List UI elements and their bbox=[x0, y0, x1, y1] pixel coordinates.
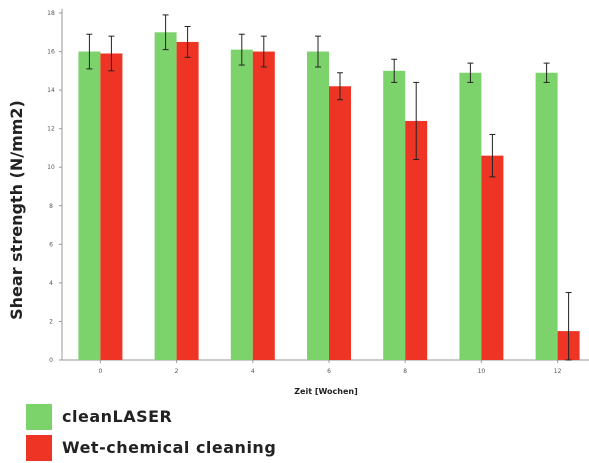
bar-wet-chemical bbox=[405, 120, 428, 360]
legend-swatch-wet-chemical bbox=[26, 434, 52, 461]
bar-cleanlaser bbox=[230, 49, 253, 360]
bar-cleanlaser bbox=[154, 32, 177, 361]
y-axis-label: Shear strength (N/mm2) bbox=[7, 100, 26, 320]
bar-wet-chemical bbox=[481, 155, 504, 360]
y-tick-label: 0 bbox=[49, 357, 53, 364]
legend-item-wet-chemical: Wet-chemical cleaning bbox=[26, 432, 276, 463]
x-tick-label: 2 bbox=[175, 368, 179, 375]
bar-wet-chemical bbox=[176, 41, 199, 361]
x-tick-label: 12 bbox=[554, 368, 562, 375]
y-tick-label: 14 bbox=[47, 87, 55, 94]
legend-swatch-cleanlaser bbox=[26, 403, 52, 430]
y-tick-label: 16 bbox=[47, 49, 55, 56]
y-tick-label: 12 bbox=[47, 126, 55, 133]
x-tick-label: 6 bbox=[327, 368, 331, 375]
bar-wet-chemical bbox=[252, 51, 275, 361]
bar-wet-chemical bbox=[329, 86, 351, 360]
x-tick-label: 0 bbox=[98, 368, 102, 375]
bar-cleanlaser bbox=[459, 72, 482, 360]
y-tick-label: 6 bbox=[49, 241, 53, 248]
y-tick-label: 2 bbox=[49, 318, 53, 325]
x-tick-label: 10 bbox=[478, 368, 486, 375]
legend-item-cleanlaser: cleanLASER bbox=[26, 401, 276, 432]
bar-cleanlaser bbox=[383, 70, 406, 360]
bar-chart: Shear strength (N/mm2) 0 2 4 6 8 10 12 14 16 18 0 2… bbox=[7, 9, 589, 396]
legend: cleanLASER Wet-chemical cleaning bbox=[26, 401, 276, 463]
x-tick-label: 4 bbox=[251, 368, 255, 375]
bar-cleanlaser bbox=[307, 51, 329, 361]
x-tick-label: 8 bbox=[403, 368, 407, 375]
y-tick-label: 18 bbox=[47, 10, 55, 17]
plot-area: 0 2 4 6 8 10 12 14 16 18 0 2 4 6 8 10 12 bbox=[47, 9, 589, 375]
legend-label-cleanlaser: cleanLASER bbox=[62, 407, 173, 426]
y-tick-label: 4 bbox=[49, 280, 53, 287]
bar-wet-chemical bbox=[100, 53, 123, 360]
x-axis-label: Zeit [Wochen] bbox=[294, 387, 357, 396]
y-tick-label: 8 bbox=[49, 203, 53, 210]
legend-label-wet-chemical: Wet-chemical cleaning bbox=[62, 438, 277, 457]
bar-cleanlaser bbox=[535, 72, 558, 360]
bar-cleanlaser bbox=[78, 51, 101, 361]
y-tick-label: 10 bbox=[47, 164, 55, 171]
